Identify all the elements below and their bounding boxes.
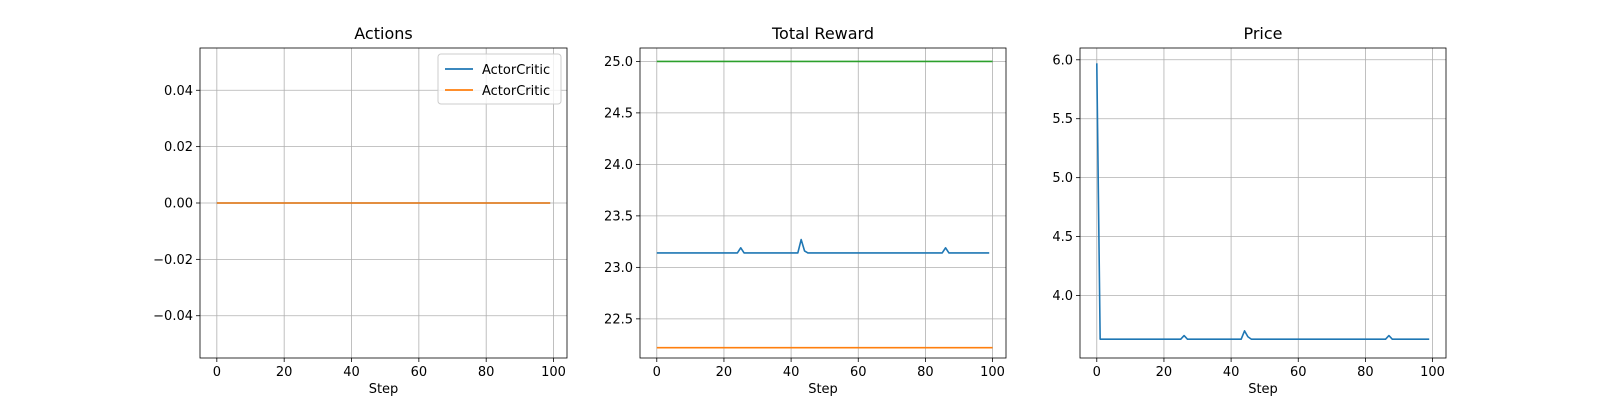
x-axis-label: Step	[808, 382, 838, 397]
y-tick-label: 23.0	[604, 261, 633, 276]
y-tick-label: 5.0	[1052, 171, 1073, 186]
series-line-1	[1095, 63, 1430, 340]
x-tick-label: 100	[980, 365, 1005, 380]
x-tick-label: 40	[1223, 365, 1240, 380]
y-tick-label: 24.0	[604, 158, 633, 173]
x-tick-label: 80	[1357, 365, 1374, 380]
legend-entry: ActorCritic	[482, 63, 550, 78]
y-tick-label: 0.02	[164, 140, 193, 155]
plot-frame	[639, 47, 1007, 359]
x-axis-label: Step	[1248, 382, 1278, 397]
y-tick-label: 4.5	[1052, 230, 1073, 245]
x-tick-label: 20	[1156, 365, 1173, 380]
legend: ActorCritic ActorCritic	[437, 53, 562, 105]
legend-entry: ActorCritic	[482, 84, 550, 99]
chart-title: Actions	[354, 24, 412, 43]
x-axis-label: Step	[369, 382, 399, 397]
y-tick-label: 4.0	[1052, 289, 1073, 304]
chart-title: Total Reward	[771, 24, 874, 43]
chart-panel-2: 0 20 40 60 80 100 22.5 23.0 23.5 24.0 24.5 25.0 Tota…	[604, 24, 1007, 397]
y-tick-label: 0.00	[164, 197, 193, 212]
y-tick-label: 23.5	[604, 209, 633, 224]
y-tick-label: 0.04	[164, 84, 193, 99]
plot-frame	[1079, 47, 1447, 359]
legend-box	[437, 53, 562, 105]
chart-panel-1: 0 20 40 60 80 100 −0.04 −0.02 0.00 0.02 0.04 Action…	[153, 24, 568, 397]
y-tick-label: 22.5	[604, 312, 633, 327]
y-tick-label: −0.04	[153, 309, 193, 324]
y-tick-label: 6.0	[1052, 53, 1073, 68]
y-tick-label: 5.5	[1052, 112, 1073, 127]
x-tick-label: 0	[1093, 365, 1101, 380]
y-tick-label: −0.02	[153, 253, 193, 268]
x-tick-label: 40	[343, 365, 360, 380]
x-tick-label: 20	[716, 365, 733, 380]
chart-panel-3: 0 20 40 60 80 100 4.0 4.5 5.0 5.5 6.0 Price Step	[1052, 24, 1447, 397]
x-tick-label: 60	[1290, 365, 1307, 380]
x-tick-label: 40	[783, 365, 800, 380]
x-tick-label: 100	[1420, 365, 1445, 380]
series-line-2	[656, 238, 990, 254]
x-tick-label: 60	[411, 365, 428, 380]
y-tick-label: 25.0	[604, 55, 633, 70]
x-tick-label: 80	[478, 365, 495, 380]
x-tick-label: 0	[213, 365, 221, 380]
x-tick-label: 0	[653, 365, 661, 380]
y-tick-label: 24.5	[604, 106, 633, 121]
x-tick-label: 60	[850, 365, 867, 380]
x-tick-label: 100	[541, 365, 566, 380]
grid	[1080, 48, 1446, 358]
x-tick-label: 80	[917, 365, 934, 380]
x-tick-label: 20	[276, 365, 293, 380]
chart-title: Price	[1243, 24, 1282, 43]
grid	[640, 48, 1006, 358]
